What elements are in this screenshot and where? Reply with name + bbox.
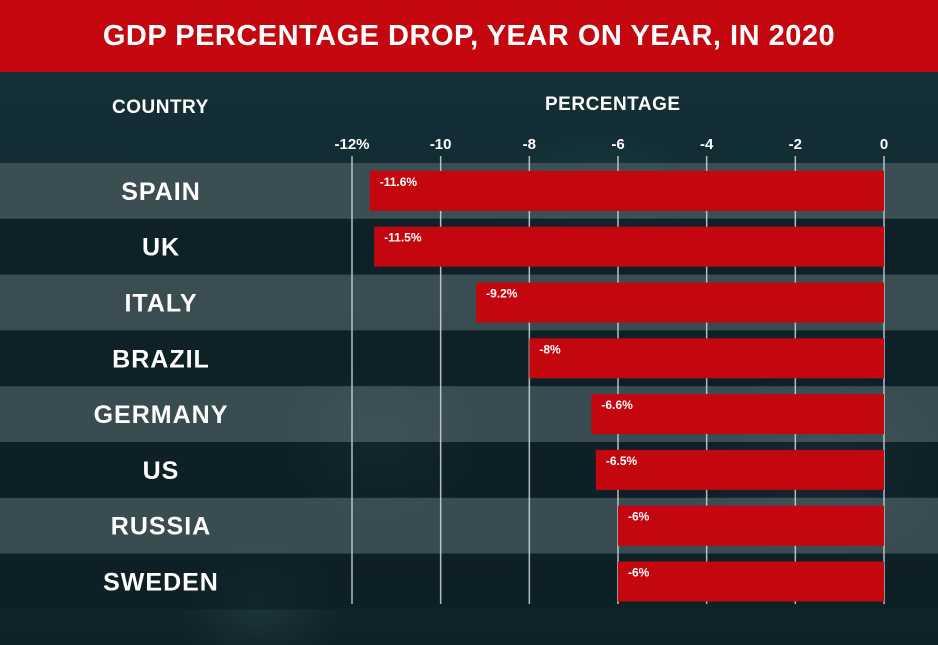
country-label: RUSSIA: [111, 513, 211, 541]
tick-label: -4: [700, 136, 714, 153]
bar: [369, 170, 884, 211]
bar: [595, 449, 884, 490]
country-label: GERMANY: [94, 401, 229, 429]
tick-label: -12%: [334, 136, 369, 153]
value-label: -6.6%: [601, 398, 633, 412]
tick-label: -6: [611, 136, 624, 153]
title-bar: GDP PERCENTAGE DROP, YEAR ON YEAR, IN 20…: [0, 0, 938, 72]
country-label: US: [143, 457, 180, 485]
bar: [618, 505, 884, 546]
value-label: -6.5%: [606, 454, 638, 468]
country-label: SPAIN: [121, 178, 201, 206]
country-label: ITALY: [124, 290, 197, 318]
bar: [374, 226, 884, 267]
value-label: -11.6%: [380, 175, 418, 189]
value-label: -8%: [539, 342, 561, 356]
value-label: -6%: [628, 510, 650, 524]
country-header: COUNTRY: [112, 97, 209, 118]
country-label: SWEDEN: [103, 569, 219, 597]
tick-label: 0: [880, 136, 888, 153]
country-label: UK: [142, 234, 180, 262]
chart-title: GDP PERCENTAGE DROP, YEAR ON YEAR, IN 20…: [102, 19, 836, 52]
country-label: BRAZIL: [112, 345, 210, 373]
bar: [618, 561, 884, 602]
bar: [591, 394, 884, 435]
tick-label: -2: [789, 136, 802, 153]
tick-label: -8: [523, 136, 536, 153]
value-label: -9.2%: [486, 287, 518, 301]
value-label: -6%: [628, 566, 650, 580]
bar: [476, 282, 884, 323]
value-label: -11.5%: [384, 231, 422, 245]
percentage-header: PERCENTAGE: [545, 94, 681, 115]
bar: [529, 338, 884, 379]
tick-label: -10: [430, 136, 452, 153]
